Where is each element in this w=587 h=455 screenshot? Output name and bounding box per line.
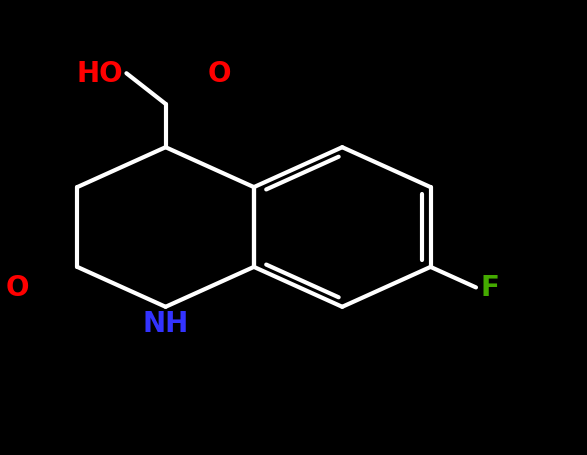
- Text: NH: NH: [143, 309, 188, 337]
- Text: O: O: [208, 60, 231, 88]
- Text: HO: HO: [77, 60, 123, 88]
- Text: O: O: [5, 274, 29, 302]
- Text: F: F: [481, 274, 500, 302]
